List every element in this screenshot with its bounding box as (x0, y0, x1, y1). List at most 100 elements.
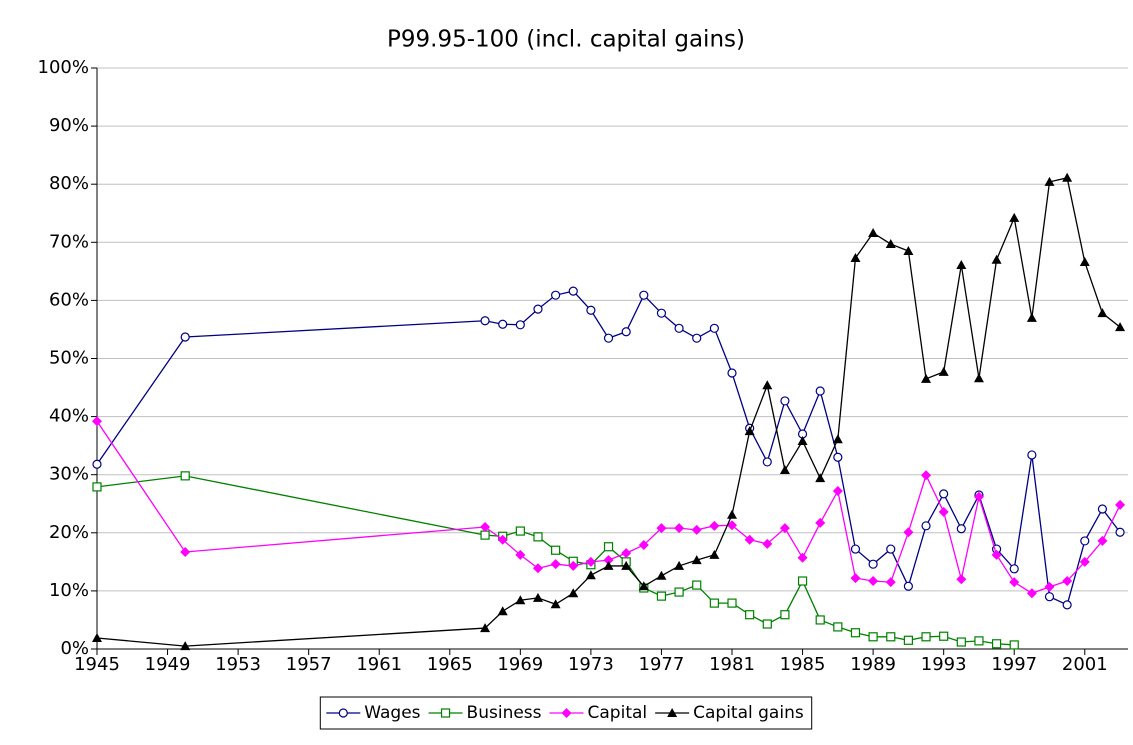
marker (1097, 308, 1108, 318)
marker (709, 323, 719, 333)
marker (515, 320, 525, 330)
marker (1097, 535, 1108, 546)
marker (991, 254, 1002, 264)
marker (779, 465, 790, 475)
legend-item: Wages (326, 703, 421, 723)
marker (691, 524, 702, 535)
marker (903, 635, 913, 645)
marker (938, 366, 949, 376)
y-tick-label: 0% (60, 638, 89, 659)
marker (709, 549, 720, 559)
marker (727, 598, 737, 608)
y-tick-label: 30% (49, 464, 89, 485)
marker (727, 368, 737, 378)
marker (638, 581, 649, 591)
marker (1079, 257, 1090, 267)
legend-item: Capital (549, 703, 647, 723)
marker (956, 574, 967, 585)
marker (621, 327, 631, 337)
marker (939, 489, 949, 499)
marker (973, 373, 984, 383)
marker (551, 290, 561, 300)
marker (727, 509, 738, 519)
x-tick-label: 1949 (145, 654, 191, 675)
marker (568, 286, 578, 296)
marker (833, 452, 843, 462)
marker (656, 523, 667, 534)
y-tick-label: 10% (49, 580, 89, 601)
marker (939, 631, 949, 641)
marker (497, 534, 508, 545)
x-tick-label: 1985 (780, 654, 826, 675)
marker (180, 332, 190, 342)
y-tick-label: 60% (49, 289, 89, 310)
marker (833, 622, 843, 632)
marker (1062, 600, 1072, 610)
x-tick-label: 1973 (568, 654, 614, 675)
marker (498, 319, 508, 329)
chart-title: P99.95-100 (incl. capital gains) (387, 27, 745, 53)
marker (1080, 536, 1090, 546)
marker (762, 380, 773, 390)
y-tick-label: 80% (49, 173, 89, 194)
marker (674, 587, 684, 597)
marker (1044, 176, 1055, 186)
marker (850, 573, 861, 584)
marker (621, 560, 632, 570)
marker (692, 580, 702, 590)
marker (903, 246, 914, 256)
x-tick-label: 1961 (356, 654, 402, 675)
marker (1044, 592, 1055, 602)
marker (497, 606, 508, 616)
marker (744, 426, 755, 436)
marker (1115, 499, 1126, 510)
marker (921, 470, 932, 481)
marker (603, 560, 614, 570)
x-tick-label: 1953 (215, 654, 261, 675)
marker (1115, 527, 1125, 537)
marker (815, 517, 826, 528)
marker (885, 239, 896, 249)
marker (938, 506, 949, 517)
marker (338, 708, 348, 718)
marker (885, 577, 896, 588)
marker (815, 386, 825, 396)
marker (674, 560, 685, 570)
marker (956, 637, 966, 647)
x-tick-label: 2001 (1062, 654, 1108, 675)
marker (667, 708, 678, 717)
marker (1009, 564, 1019, 574)
marker (709, 520, 720, 531)
marker (550, 599, 561, 609)
marker (797, 436, 808, 446)
marker (92, 459, 102, 469)
y-tick-label: 40% (49, 406, 89, 427)
legend-item: Business (428, 703, 542, 723)
marker (797, 552, 808, 563)
marker (779, 523, 790, 534)
marker (1027, 450, 1037, 460)
marker (868, 576, 879, 587)
marker (692, 333, 702, 343)
y-tick-label: 90% (49, 115, 89, 136)
marker (480, 530, 490, 540)
x-tick-label: 1945 (74, 654, 120, 675)
marker (1062, 172, 1073, 182)
marker (991, 549, 1002, 560)
y-tick-label: 20% (49, 522, 89, 543)
marker (850, 628, 861, 638)
marker (551, 545, 561, 555)
marker (550, 559, 561, 570)
marker (868, 559, 878, 569)
marker (744, 534, 755, 545)
marker (674, 523, 685, 534)
marker (180, 641, 191, 651)
marker (603, 542, 614, 552)
legend-item: Capital gains (655, 703, 804, 723)
marker (585, 556, 596, 567)
y-tick-label: 100% (38, 57, 89, 78)
marker (603, 555, 614, 566)
marker (815, 615, 825, 625)
marker (656, 591, 667, 601)
